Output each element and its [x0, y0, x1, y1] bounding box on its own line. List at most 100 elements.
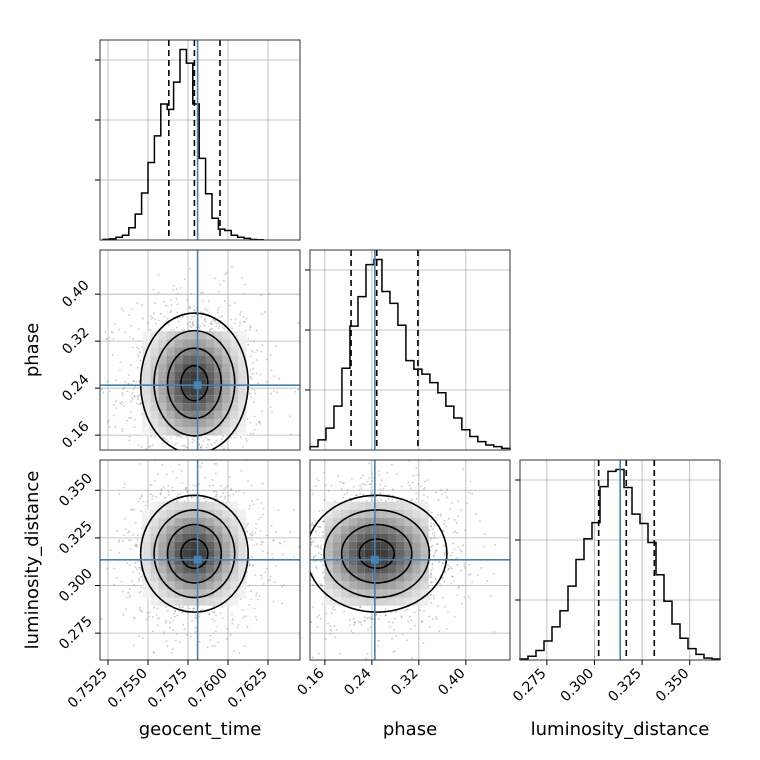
density-cell — [356, 525, 365, 534]
density-cell — [238, 339, 247, 348]
sample-point — [323, 471, 326, 474]
sample-point — [259, 516, 262, 519]
density-cell — [420, 533, 429, 542]
sample-point — [190, 464, 192, 466]
sample-point — [240, 469, 243, 472]
sample-point — [121, 400, 123, 403]
sample-point — [172, 329, 175, 331]
density-cell — [190, 331, 199, 340]
sample-point — [270, 392, 272, 395]
sample-point — [315, 477, 318, 480]
density-cell — [324, 565, 333, 574]
sample-point — [139, 566, 142, 569]
density-cell — [214, 419, 223, 428]
sample-point — [204, 476, 206, 479]
sample-point — [186, 633, 188, 636]
density-cell — [214, 403, 223, 412]
sample-point — [199, 325, 202, 328]
sample-point — [264, 571, 267, 574]
sample-point — [423, 486, 426, 489]
sample-point — [322, 531, 325, 534]
sample-point — [251, 361, 254, 364]
sample-point — [149, 315, 152, 317]
sample-point — [433, 524, 436, 527]
density-cell — [222, 517, 231, 526]
sample-point — [239, 462, 241, 464]
sample-point — [115, 400, 118, 402]
sample-point — [207, 464, 209, 466]
sample-point — [277, 509, 280, 512]
sample-point — [150, 484, 153, 487]
sample-point — [230, 488, 233, 491]
sample-point — [255, 592, 258, 595]
sample-point — [322, 520, 325, 523]
sample-point — [217, 322, 219, 325]
density-cell — [356, 517, 365, 526]
sample-point — [140, 610, 142, 612]
sample-point — [342, 482, 344, 485]
sample-point — [140, 445, 143, 448]
sample-point — [412, 474, 415, 477]
density-cell — [166, 371, 175, 380]
sample-point — [392, 488, 395, 491]
sample-point — [430, 525, 432, 528]
sample-point — [170, 652, 173, 655]
contour-level — [180, 364, 209, 402]
sample-point — [395, 611, 398, 613]
density-cell — [420, 573, 429, 582]
density-cell — [142, 557, 151, 566]
sample-point — [251, 500, 253, 502]
sample-point — [226, 463, 228, 465]
density-cell — [206, 517, 215, 526]
sample-point — [430, 524, 433, 527]
density-cell — [412, 509, 421, 518]
sample-point — [155, 471, 157, 473]
sample-point — [206, 455, 208, 457]
sample-point — [215, 439, 218, 442]
sample-point — [187, 454, 189, 456]
density-cell — [324, 589, 333, 598]
density-cell — [174, 355, 183, 364]
sample-point — [231, 455, 233, 457]
sample-point — [189, 307, 192, 310]
sample-point — [326, 622, 329, 625]
sample-point — [248, 564, 251, 567]
sample-point — [250, 377, 253, 380]
sample-point — [112, 331, 114, 334]
sample-point — [460, 509, 462, 512]
sample-point — [319, 561, 322, 563]
sample-point — [387, 493, 390, 496]
sample-point — [256, 517, 258, 519]
sample-point — [185, 487, 188, 489]
density-cell — [222, 419, 231, 428]
density-cell — [230, 581, 239, 590]
sample-point — [165, 619, 167, 622]
x-tick-label: 0.300 — [558, 666, 598, 706]
sample-point — [271, 589, 273, 591]
sample-point — [401, 633, 404, 636]
sample-point — [421, 620, 424, 622]
sample-point — [191, 322, 194, 325]
sample-point — [120, 307, 123, 310]
sample-point — [453, 518, 456, 521]
sample-point — [133, 544, 136, 547]
sample-point — [351, 477, 353, 480]
y-tick-label: 0.16 — [59, 418, 92, 451]
sample-point — [231, 613, 233, 616]
sample-point — [163, 631, 166, 634]
sample-point — [284, 591, 286, 593]
sample-point — [364, 619, 367, 622]
sample-point — [371, 480, 374, 482]
sample-point — [442, 562, 444, 565]
sample-point — [319, 584, 322, 587]
sample-point — [141, 304, 144, 306]
sample-point — [366, 480, 369, 483]
sample-point — [490, 595, 492, 598]
sample-point — [450, 582, 452, 585]
sample-point — [124, 331, 127, 334]
sample-point — [158, 455, 160, 457]
sample-point — [424, 480, 426, 483]
density-cell — [150, 573, 159, 582]
density-cell — [238, 387, 247, 396]
density-cell — [182, 549, 191, 558]
